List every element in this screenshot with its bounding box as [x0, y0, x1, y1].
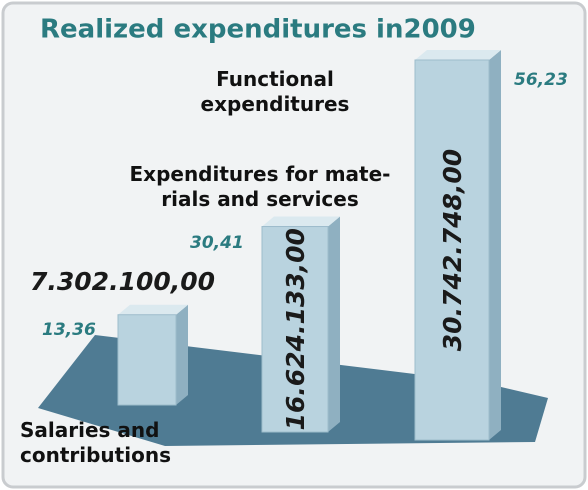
bar-front: [117, 314, 177, 406]
share-label: 30,41: [190, 233, 244, 253]
category-label: Functional expenditures: [200, 67, 350, 116]
bar-top: [415, 50, 501, 60]
bar-top: [118, 304, 188, 315]
bar-top: [262, 216, 340, 227]
category-label: Salaries and contributions: [20, 418, 171, 467]
bar: [414, 50, 501, 441]
value-label: 16.624.133,00: [281, 228, 310, 430]
bar-front: [414, 59, 490, 441]
value-label: 7.302.100,00: [30, 267, 215, 296]
category-label: Expenditures for mate- rials and service…: [129, 162, 391, 211]
bar-front: [261, 226, 329, 433]
share-label: 13,36: [42, 320, 96, 340]
bar-side: [328, 216, 340, 432]
chart-title: Realized expenditures in2009: [40, 15, 476, 45]
value-label: 30.742.748,00: [438, 149, 467, 351]
bar: [261, 216, 340, 433]
bar-side: [176, 304, 188, 405]
bar: [117, 304, 188, 406]
bar-side: [489, 50, 501, 440]
share-label: 56,23: [514, 70, 568, 90]
